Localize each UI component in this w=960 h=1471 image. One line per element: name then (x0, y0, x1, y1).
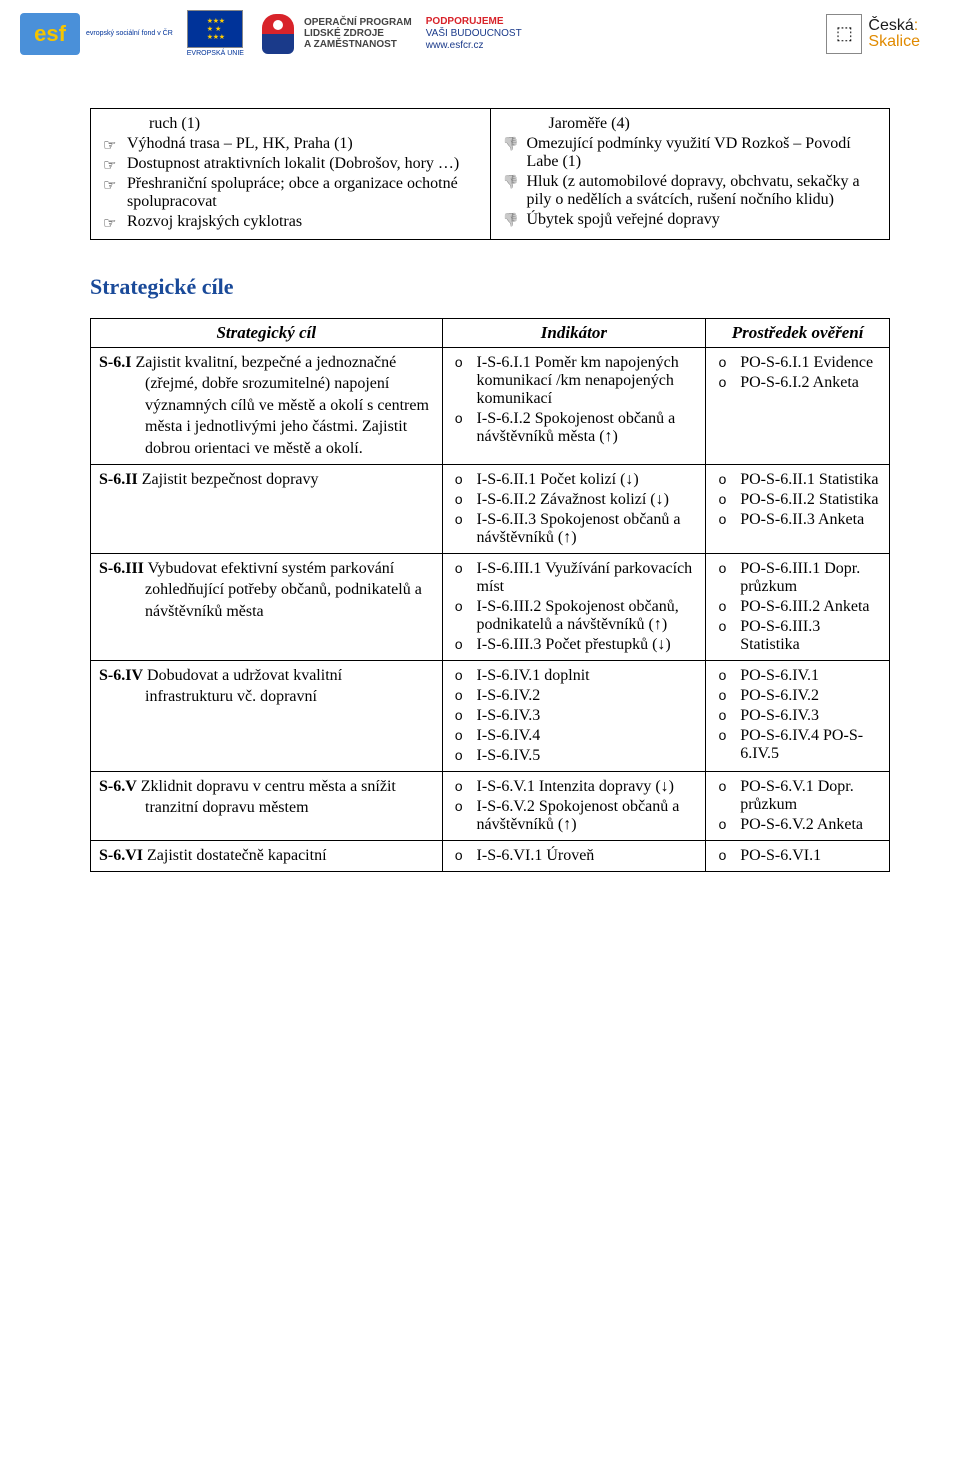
goal-cell: S-6.VI Zajistit dostatečně kapacitní (91, 840, 443, 871)
support-logo: PODPORUJEME VAŠI BUDOUCNOST www.esfcr.cz (426, 16, 522, 52)
esf-logo: esf evropský sociální fond v ČR (20, 13, 173, 55)
goal-cell: S-6.II Zajistit bezpečnost dopravy (91, 464, 443, 553)
table-row: S-6.IV Dobudovat a udržovat kvalitní inf… (91, 660, 890, 771)
col-goal: Strategický cíl (91, 318, 443, 347)
verify-item: PO-S-6.V.1 Dopr. průzkum (714, 778, 881, 814)
swot-right-list: Jaroměře (4) Omezující podmínky využití V… (501, 115, 880, 229)
table-row: S-6.III Vybudovat efektivní systém parko… (91, 553, 890, 660)
col-verify: Prostředek ověření (706, 318, 890, 347)
table-row: S-6.VI Zajistit dostatečně kapacitní I-S-… (91, 840, 890, 871)
swot-right-item: Jaroměře (4) (501, 115, 880, 133)
verify-item: PO-S-6.III.2 Anketa (714, 598, 881, 616)
verify-item: PO-S-6.IV.3 (714, 707, 881, 725)
indicator-item: I-S-6.IV.5 (451, 747, 698, 765)
indicator-cell: I-S-6.I.1 Poměr km napojených komunikací… (442, 347, 706, 464)
verify-cell: PO-S-6.IV.1 PO-S-6.IV.2 PO-S-6.IV.3 PO-S-6.… (706, 660, 890, 771)
swot-left-item: ruch (1) (101, 115, 480, 133)
support-line2: VAŠI BUDOUCNOST (426, 28, 522, 40)
support-line1: PODPORUJEME (426, 16, 522, 28)
verify-item: PO-S-6.II.1 Statistika (714, 471, 881, 489)
op-icon (258, 13, 298, 55)
op-line3: A ZAMĚSTNANOST (304, 39, 412, 50)
indicator-cell: I-S-6.V.1 Intenzita dopravy (↓) I-S-6.V.2… (442, 771, 706, 840)
op-line2: LIDSKÉ ZDROJE (304, 28, 412, 39)
verify-cell: PO-S-6.I.1 Evidence PO-S-6.I.2 Anketa (706, 347, 890, 464)
verify-item: PO-S-6.I.1 Evidence (714, 354, 881, 372)
indicator-item: I-S-6.I.1 Poměr km napojených komunikací… (451, 354, 698, 408)
swot-left-item: Dostupnost atraktivních lokalit (Dobrošo… (101, 155, 480, 173)
verify-cell: PO-S-6.III.1 Dopr. průzkum PO-S-6.III.2 A… (706, 553, 890, 660)
esf-subtext: evropský sociální fond v ČR (86, 30, 173, 38)
verify-item: PO-S-6.VI.1 (714, 847, 881, 865)
verify-item: PO-S-6.III.1 Dopr. průzkum (714, 560, 881, 596)
verify-item: PO-S-6.IV.4 PO-S-6.IV.5 (714, 727, 881, 763)
logo-bar: esf evropský sociální fond v ČR ★ ★ ★★ ★… (0, 0, 960, 68)
eu-logo: ★ ★ ★★ ★★ ★ ★ EVROPSKÁ UNIE (187, 10, 244, 58)
goal-cell: S-6.V Zklidnit dopravu v centru města a … (91, 771, 443, 840)
eu-subtext: EVROPSKÁ UNIE (187, 50, 244, 58)
goal-cell: S-6.IV Dobudovat a udržovat kvalitní inf… (91, 660, 443, 771)
indicator-item: I-S-6.II.1 Počet kolizí (↓) (451, 471, 698, 489)
skalice-text: Česká: Skalice (868, 18, 920, 50)
verify-item: PO-S-6.IV.1 (714, 667, 881, 685)
verify-cell: PO-S-6.V.1 Dopr. průzkum PO-S-6.V.2 Anket… (706, 771, 890, 840)
verify-item: PO-S-6.V.2 Anketa (714, 816, 881, 834)
table-row: S-6.I Zajistit kvalitní, bezpečné a jedn… (91, 347, 890, 464)
indicator-cell: I-S-6.II.1 Počet kolizí (↓) I-S-6.II.2 Zá… (442, 464, 706, 553)
indicator-item: I-S-6.II.3 Spokojenost občanů a návštěvn… (451, 511, 698, 547)
swot-right-item: Omezující podmínky využití VD Rozkoš – P… (501, 135, 880, 171)
verify-item: PO-S-6.II.2 Statistika (714, 491, 881, 509)
col-indicator: Indikátor (442, 318, 706, 347)
table-row: S-6.II Zajistit bezpečnost dopravyI-S-6.… (91, 464, 890, 553)
indicator-item: I-S-6.III.3 Počet přestupků (↓) (451, 636, 698, 654)
verify-item: PO-S-6.I.2 Anketa (714, 374, 881, 392)
strategy-table: Strategický cíl Indikátor Prostředek ově… (90, 318, 890, 872)
esf-icon: esf (20, 13, 80, 55)
indicator-cell: I-S-6.IV.1 doplnit I-S-6.IV.2 I-S-6.IV.3 I-… (442, 660, 706, 771)
indicator-item: I-S-6.III.2 Spokojenost občanů, podnikat… (451, 598, 698, 634)
indicator-item: I-S-6.II.2 Závažnost kolizí (↓) (451, 491, 698, 509)
crest-icon: ⬚ (826, 14, 862, 54)
swot-left-item: Přeshraniční spolupráce; obce a organiza… (101, 175, 480, 211)
indicator-item: I-S-6.III.1 Využívání parkovacích míst (451, 560, 698, 596)
indicator-cell: I-S-6.III.1 Využívání parkovacích místI-… (442, 553, 706, 660)
goal-cell: S-6.I Zajistit kvalitní, bezpečné a jedn… (91, 347, 443, 464)
verify-item: PO-S-6.IV.2 (714, 687, 881, 705)
indicator-item: I-S-6.IV.2 (451, 687, 698, 705)
verify-item: PO-S-6.III.3 Statistika (714, 618, 881, 654)
goal-cell: S-6.III Vybudovat efektivní systém parko… (91, 553, 443, 660)
indicator-item: I-S-6.V.2 Spokojenost občanů a návštěvní… (451, 798, 698, 834)
verify-cell: PO-S-6.II.1 Statistika PO-S-6.II.2 Statis… (706, 464, 890, 553)
indicator-item: I-S-6.V.1 Intenzita dopravy (↓) (451, 778, 698, 796)
indicator-item: I-S-6.I.2 Spokojenost občanů a návštěvní… (451, 410, 698, 446)
swot-table: ruch (1) Výhodná trasa – PL, HK, Praha (1… (90, 108, 890, 240)
swot-left-item: Rozvoj krajských cyklotras (101, 213, 480, 231)
indicator-item: I-S-6.VI.1 Úroveň (451, 847, 698, 865)
swot-left-item: Výhodná trasa – PL, HK, Praha (1) (101, 135, 480, 153)
indicator-item: I-S-6.IV.1 doplnit (451, 667, 698, 685)
swot-right-item: Hluk (z automobilové dopravy, obchvatu, … (501, 173, 880, 209)
indicator-item: I-S-6.IV.4 (451, 727, 698, 745)
section-title: Strategické cíle (90, 274, 890, 300)
indicator-item: I-S-6.IV.3 (451, 707, 698, 725)
swot-right-item: Úbytek spojů veřejné dopravy (501, 211, 880, 229)
skalice-logo: ⬚ Česká: Skalice (826, 14, 920, 54)
verify-cell: PO-S-6.VI.1 (706, 840, 890, 871)
op-line1: OPERAČNÍ PROGRAM (304, 17, 412, 28)
indicator-cell: I-S-6.VI.1 Úroveň (442, 840, 706, 871)
table-row: S-6.V Zklidnit dopravu v centru města a … (91, 771, 890, 840)
page-content: ruch (1) Výhodná trasa – PL, HK, Praha (1… (0, 68, 960, 892)
op-text: OPERAČNÍ PROGRAM LIDSKÉ ZDROJE A ZAMĚSTN… (304, 17, 412, 50)
swot-left-list: ruch (1) Výhodná trasa – PL, HK, Praha (1… (101, 115, 480, 231)
op-logo: OPERAČNÍ PROGRAM LIDSKÉ ZDROJE A ZAMĚSTN… (258, 13, 412, 55)
eu-flag-icon: ★ ★ ★★ ★★ ★ ★ (187, 10, 243, 48)
support-url: www.esfcr.cz (426, 40, 522, 52)
verify-item: PO-S-6.II.3 Anketa (714, 511, 881, 529)
